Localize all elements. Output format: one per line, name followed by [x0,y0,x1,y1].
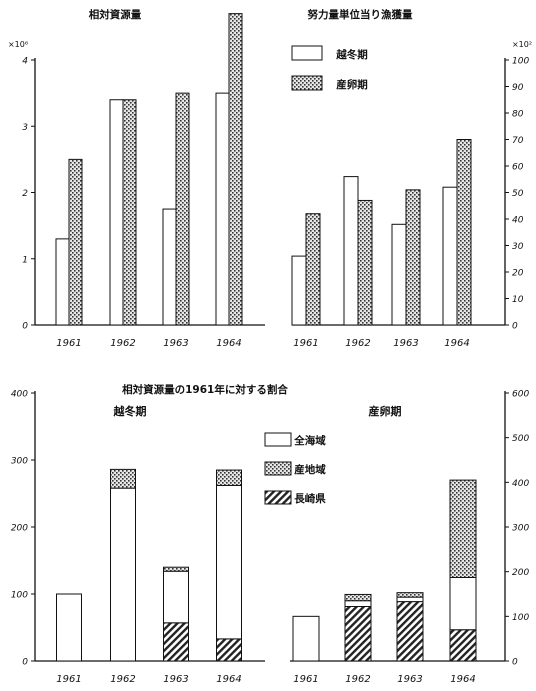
y-tick-label: 30 [512,242,524,252]
bar-dots-1962 [357,199,373,326]
chart-title: 相対資源量の1961年に対する割合 [122,383,288,396]
chart-subtitle: 越冬期 [113,404,147,418]
bar-white-1961 [55,238,70,326]
y-tick-label: 0 [22,322,28,332]
bar-dots-1963 [175,92,190,326]
y-tick-label: 40 [512,216,524,226]
bar-dots-1961 [68,158,83,326]
bar-segment-dots-1964 [449,479,477,578]
x-tick-label: 1961 [293,338,318,349]
bar-segment-white-1963 [396,596,424,603]
y-tick-label: 0 [512,322,518,332]
bar-dots-1962 [122,99,137,326]
x-tick-label: 1962 [345,338,370,349]
legend-label: 産地域 [294,463,326,476]
y-tick-label: 10 [512,295,524,305]
x-tick-label: 1962 [345,674,370,685]
bar-segment-white-1961 [292,615,320,662]
x-tick-label: 1961 [56,338,81,349]
bar-segment-dots-1962 [110,468,136,489]
legend-label: 産卵期 [336,78,368,91]
bar-segment-hatch-1964 [449,629,477,662]
x-tick-label: 1963 [393,338,418,349]
bar-segment-dots-1962 [344,593,372,602]
legend-swatch-dots [291,75,323,91]
bar-segment-hatch-1964 [216,638,242,662]
bar-dots-1963 [405,189,421,326]
bar-white-1962 [109,99,124,326]
y-tick-label: 500 [512,434,529,444]
y-tick-label: 90 [512,83,524,93]
x-tick-label: 1963 [163,338,188,349]
bar-segment-white-1963 [163,570,189,624]
y-multiplier: ×10⁶ [8,40,28,49]
bar-segment-hatch-1962 [344,606,372,662]
legend-swatch-hatch [264,490,292,505]
x-tick-label: 1961 [293,674,318,685]
bar-segment-white-1964 [449,576,477,631]
bar-segment-white-1962 [344,600,372,608]
bar-segment-dots-1963 [163,566,189,572]
y-tick-label: 300 [512,524,529,534]
y-tick-label: 600 [512,390,529,400]
x-tick-label: 1963 [397,674,422,685]
y-tick-label: 50 [512,189,524,199]
y-tick-label: 1 [22,255,28,265]
y-tick-label: 400 [512,479,529,489]
x-tick-label: 1964 [444,338,469,349]
x-tick-label: 1963 [163,674,188,685]
y-multiplier: ×10² [512,40,532,49]
legend-label: 長崎県 [294,492,326,505]
bar-white-1963 [391,223,407,326]
chart-subtitle: 産卵期 [369,404,402,418]
x-tick-label: 1962 [110,674,135,685]
bar-segment-white-1962 [110,487,136,662]
bar-white-1964 [215,92,230,326]
y-tick-label: 200 [11,524,28,534]
bar-segment-white-1961 [56,593,82,662]
bar-white-1962 [343,176,359,326]
y-tick-label: 60 [512,163,524,173]
bar-segment-hatch-1963 [163,622,189,662]
legend-swatch-dots [264,461,292,476]
y-tick-label: 400 [11,390,28,400]
bar-white-1961 [291,255,307,326]
bar-dots-1961 [305,213,321,326]
y-tick-label: 100 [512,613,529,623]
x-tick-label: 1964 [216,674,241,685]
x-tick-label: 1962 [110,338,135,349]
legend-label: 越冬期 [335,48,368,61]
legend-label: 全海域 [293,434,326,447]
y-tick-label: 200 [512,568,529,578]
y-tick-label: 2 [22,189,28,199]
legend-swatch-white [291,45,323,61]
y-tick-label: 80 [512,110,524,120]
bar-segment-dots-1963 [396,592,424,598]
y-tick-label: 3 [22,123,28,133]
y-tick-label: 4 [22,57,28,67]
chart-title: 努力量単位当り漁獲量 [307,8,413,21]
bar-segment-dots-1964 [216,469,242,486]
y-tick-label: 20 [512,269,524,279]
bar-white-1963 [162,208,177,326]
x-tick-label: 1961 [56,674,81,685]
legend-swatch-white [264,432,292,447]
y-tick-label: 300 [11,457,28,467]
y-tick-label: 0 [512,658,518,668]
y-tick-label: 100 [512,57,529,67]
chart-title: 相対資源量 [89,8,142,21]
bar-segment-white-1964 [216,484,242,640]
y-tick-label: 0 [22,658,28,668]
bar-dots-1964 [456,139,472,326]
y-tick-label: 70 [512,136,524,146]
x-tick-label: 1964 [450,674,475,685]
bar-segment-hatch-1963 [396,601,424,662]
y-tick-label: 100 [11,591,28,601]
bar-white-1964 [442,186,458,326]
bar-dots-1964 [228,13,243,326]
x-tick-label: 1964 [216,338,241,349]
